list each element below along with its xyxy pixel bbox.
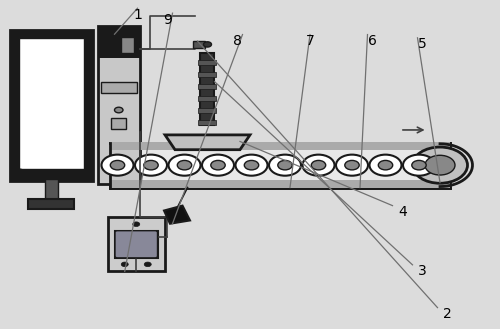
Circle shape: [204, 42, 212, 47]
Circle shape: [312, 161, 326, 170]
Bar: [101, 82, 136, 93]
Bar: [192, 41, 205, 48]
Circle shape: [412, 147, 468, 183]
Bar: [110, 180, 450, 188]
Bar: [198, 96, 216, 101]
Circle shape: [114, 107, 123, 113]
Circle shape: [202, 155, 234, 176]
Bar: [110, 142, 450, 150]
Bar: [200, 53, 214, 125]
Text: 6: 6: [368, 34, 377, 48]
Text: 7: 7: [306, 34, 314, 48]
Bar: [10, 30, 92, 181]
Text: 4: 4: [398, 205, 407, 219]
Bar: [111, 118, 126, 129]
Circle shape: [269, 155, 301, 176]
Circle shape: [121, 262, 128, 267]
FancyBboxPatch shape: [115, 231, 158, 258]
Circle shape: [135, 155, 167, 176]
Circle shape: [278, 161, 292, 170]
Circle shape: [403, 155, 435, 176]
Circle shape: [302, 155, 334, 176]
Bar: [198, 108, 216, 113]
Circle shape: [168, 155, 200, 176]
Circle shape: [102, 155, 134, 176]
Bar: [12, 36, 90, 178]
Polygon shape: [165, 135, 250, 150]
Circle shape: [178, 161, 192, 170]
Circle shape: [336, 155, 368, 176]
Circle shape: [370, 155, 402, 176]
Text: 3: 3: [418, 265, 427, 278]
Circle shape: [425, 155, 455, 175]
Bar: [98, 26, 140, 58]
Bar: [19, 38, 84, 169]
Bar: [198, 72, 216, 77]
Text: 9: 9: [163, 13, 172, 27]
Bar: [198, 84, 216, 89]
Circle shape: [211, 161, 225, 170]
Polygon shape: [110, 143, 450, 188]
Circle shape: [144, 262, 151, 267]
Circle shape: [133, 222, 140, 226]
Text: 8: 8: [233, 34, 242, 48]
Bar: [115, 231, 158, 258]
Bar: [98, 26, 140, 184]
Bar: [28, 199, 74, 209]
Circle shape: [244, 161, 258, 170]
Text: 5: 5: [418, 38, 427, 51]
Bar: [121, 38, 134, 53]
Bar: [108, 217, 165, 271]
Circle shape: [144, 161, 158, 170]
Text: 1: 1: [133, 8, 142, 22]
Bar: [198, 120, 216, 125]
Circle shape: [16, 169, 24, 174]
Circle shape: [345, 161, 359, 170]
Circle shape: [110, 161, 124, 170]
Circle shape: [378, 161, 392, 170]
Circle shape: [236, 155, 268, 176]
Bar: [198, 60, 216, 65]
Polygon shape: [164, 206, 190, 224]
Circle shape: [412, 161, 426, 170]
Bar: [44, 179, 58, 201]
Text: 2: 2: [443, 307, 452, 321]
